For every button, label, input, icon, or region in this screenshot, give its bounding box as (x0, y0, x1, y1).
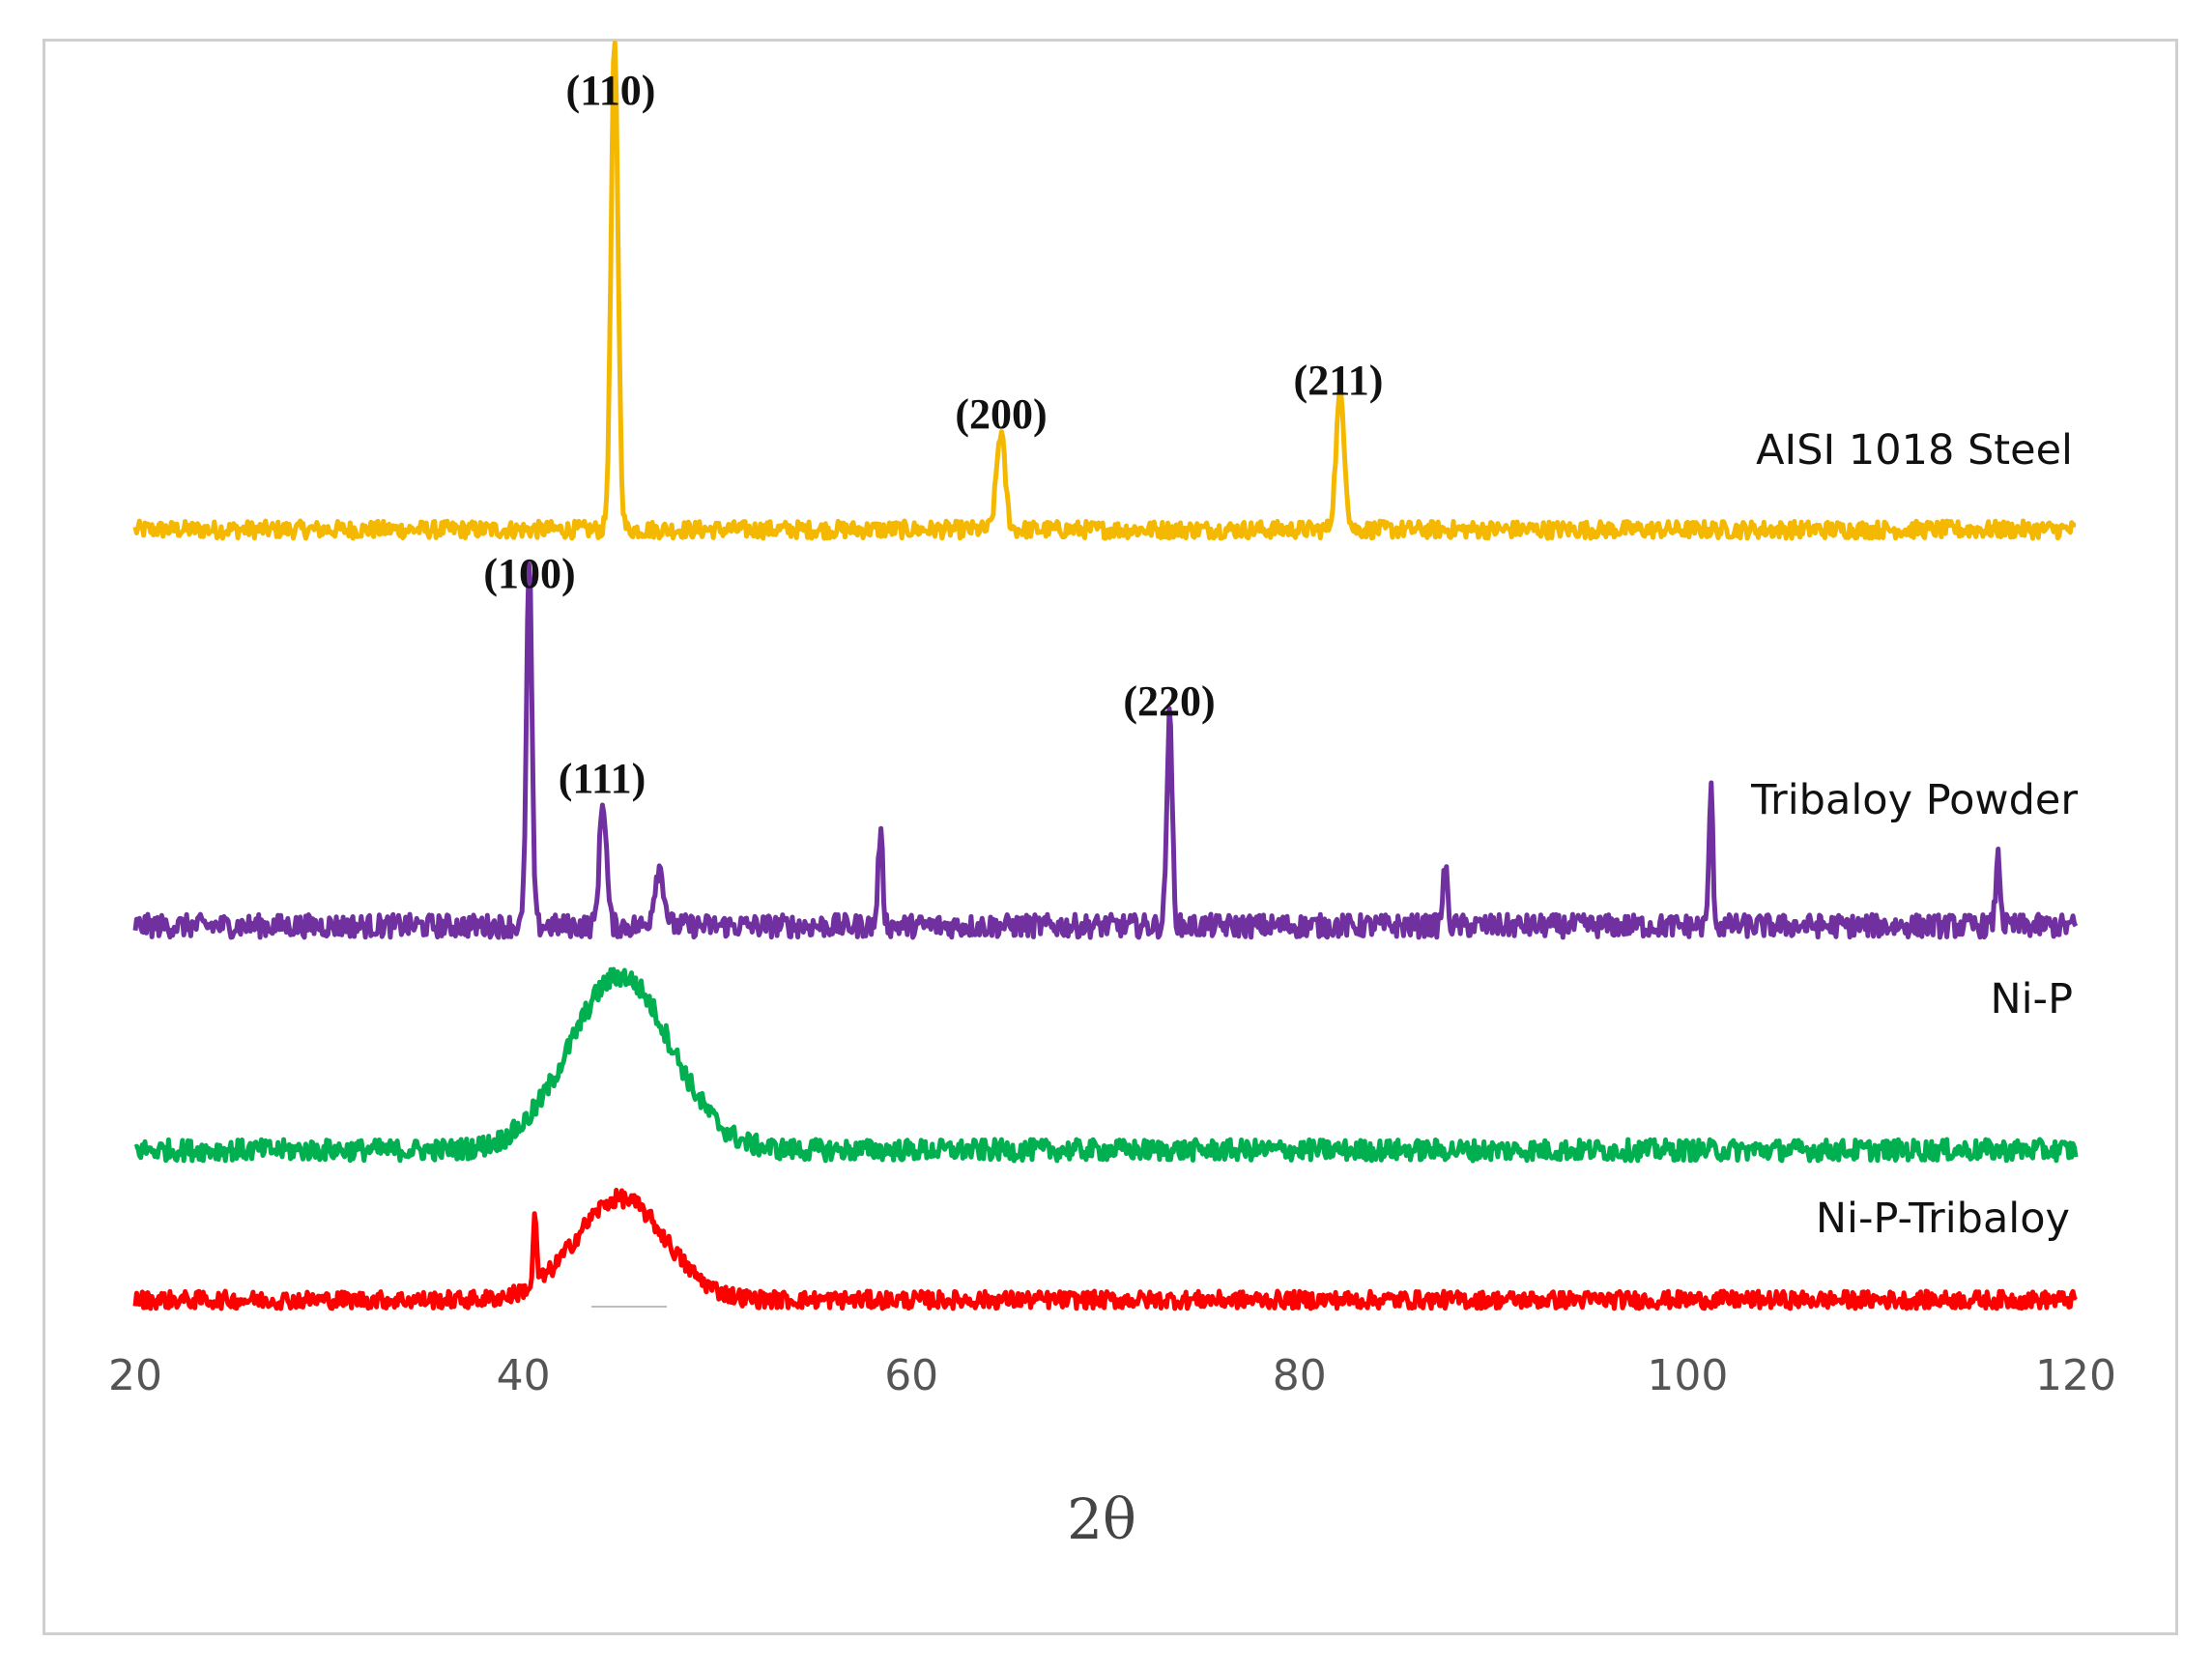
series-label: Ni-P (1990, 975, 2073, 1023)
peak-label: (100) (483, 550, 575, 597)
peak-label: (200) (955, 390, 1047, 438)
peak-label: (111) (559, 755, 646, 802)
series-line-ni-p-tribaloy (132, 1188, 2078, 1311)
x-tick-label: 80 (1273, 1351, 1327, 1400)
x-tick-layer: 20 40 60 80 100 120 (108, 1351, 2116, 1400)
peak-label: (211) (1294, 357, 1384, 404)
label-layer: AISI 1018 Steel (110) (200) (211) Tribaloy P… (483, 67, 2078, 1243)
x-tick-label: 60 (884, 1351, 938, 1400)
x-tick-label: 20 (108, 1351, 162, 1400)
peak-label: (110) (566, 67, 656, 114)
peak-label: (220) (1123, 677, 1215, 725)
x-tick-label: 120 (2035, 1351, 2116, 1400)
series-label: AISI 1018 Steel (1756, 426, 2073, 475)
series-label: Tribaloy Powder (1750, 776, 2078, 824)
series-line-tribaloy-powder (132, 562, 2079, 940)
series-layer (132, 40, 2079, 1311)
series-line-ni-p (133, 966, 2079, 1164)
x-tick-label: 40 (497, 1351, 551, 1400)
x-axis-title: 2θ (1067, 1486, 1136, 1552)
series-line-aisi-1018-steel (132, 40, 2078, 541)
x-tick-label: 100 (1647, 1351, 1728, 1400)
series-label: Ni-P-Tribaloy (1816, 1195, 2070, 1243)
figure-frame (43, 39, 2178, 1635)
